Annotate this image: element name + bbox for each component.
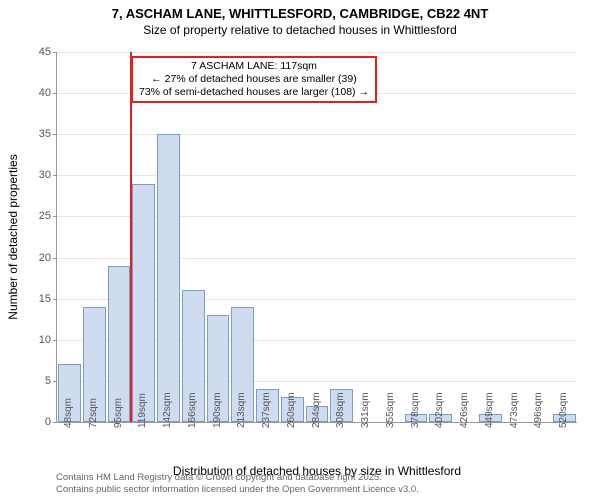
xtick-label: 331sqm xyxy=(360,392,371,428)
ytick-mark xyxy=(53,52,57,53)
ytick-label: 20 xyxy=(39,252,51,264)
ytick-mark xyxy=(53,258,57,259)
ytick-label: 35 xyxy=(39,128,51,140)
ytick-label: 5 xyxy=(45,375,51,387)
ytick-mark xyxy=(53,175,57,176)
ytick-label: 0 xyxy=(45,416,51,428)
xtick-label: 190sqm xyxy=(212,392,223,428)
y-axis-label: Number of detached properties xyxy=(6,154,20,319)
chart-title: 7, ASCHAM LANE, WHITTLESFORD, CAMBRIDGE,… xyxy=(0,0,600,23)
xtick-label: 355sqm xyxy=(385,392,396,428)
xtick-label: 72sqm xyxy=(88,398,99,428)
marker-line xyxy=(130,52,132,422)
ytick-mark xyxy=(53,299,57,300)
footer-line2: Contains public sector information licen… xyxy=(56,484,419,496)
xtick-label: 166sqm xyxy=(187,392,198,428)
bar xyxy=(157,134,180,422)
ytick-label: 40 xyxy=(39,87,51,99)
footer-line1: Contains HM Land Registry data © Crown c… xyxy=(56,472,419,484)
ytick-mark xyxy=(53,93,57,94)
xtick-label: 308sqm xyxy=(335,392,346,428)
ytick-label: 10 xyxy=(39,334,51,346)
ytick-mark xyxy=(53,340,57,341)
xtick-label: 473sqm xyxy=(509,392,520,428)
ytick-mark xyxy=(53,134,57,135)
xtick-label: 213sqm xyxy=(236,392,247,428)
footer-attribution: Contains HM Land Registry data © Crown c… xyxy=(56,472,419,496)
annotation-box: 7 ASCHAM LANE: 117sqm ← 27% of detached … xyxy=(131,56,377,103)
ytick-mark xyxy=(53,216,57,217)
xtick-label: 142sqm xyxy=(162,392,173,428)
xtick-label: 48sqm xyxy=(63,398,74,428)
xtick-label: 496sqm xyxy=(533,392,544,428)
ytick-label: 25 xyxy=(39,210,51,222)
chart-container: 7, ASCHAM LANE, WHITTLESFORD, CAMBRIDGE,… xyxy=(0,0,600,500)
annotation-line2: ← 27% of detached houses are smaller (39… xyxy=(139,73,369,86)
chart-subtitle: Size of property relative to detached ho… xyxy=(0,23,600,41)
xtick-label: 95sqm xyxy=(113,398,124,428)
xtick-label: 284sqm xyxy=(311,392,322,428)
ytick-mark xyxy=(53,422,57,423)
ytick-label: 30 xyxy=(39,169,51,181)
xtick-label: 260sqm xyxy=(286,392,297,428)
ytick-label: 45 xyxy=(39,46,51,58)
bar xyxy=(132,184,155,422)
xtick-label: 237sqm xyxy=(261,392,272,428)
plot-area: Number of detached properties Distributi… xyxy=(56,52,577,423)
xtick-label: 520sqm xyxy=(558,392,569,428)
annotation-line1: 7 ASCHAM LANE: 117sqm xyxy=(139,60,369,73)
xtick-label: 119sqm xyxy=(137,393,148,428)
ytick-label: 15 xyxy=(39,293,51,305)
xtick-label: 378sqm xyxy=(410,392,421,428)
ytick-mark xyxy=(53,381,57,382)
annotation-line3: 73% of semi-detached houses are larger (… xyxy=(139,86,369,99)
bars-layer xyxy=(57,52,577,422)
xtick-label: 449sqm xyxy=(484,392,495,428)
xtick-label: 426sqm xyxy=(459,392,470,428)
xtick-label: 402sqm xyxy=(434,392,445,428)
